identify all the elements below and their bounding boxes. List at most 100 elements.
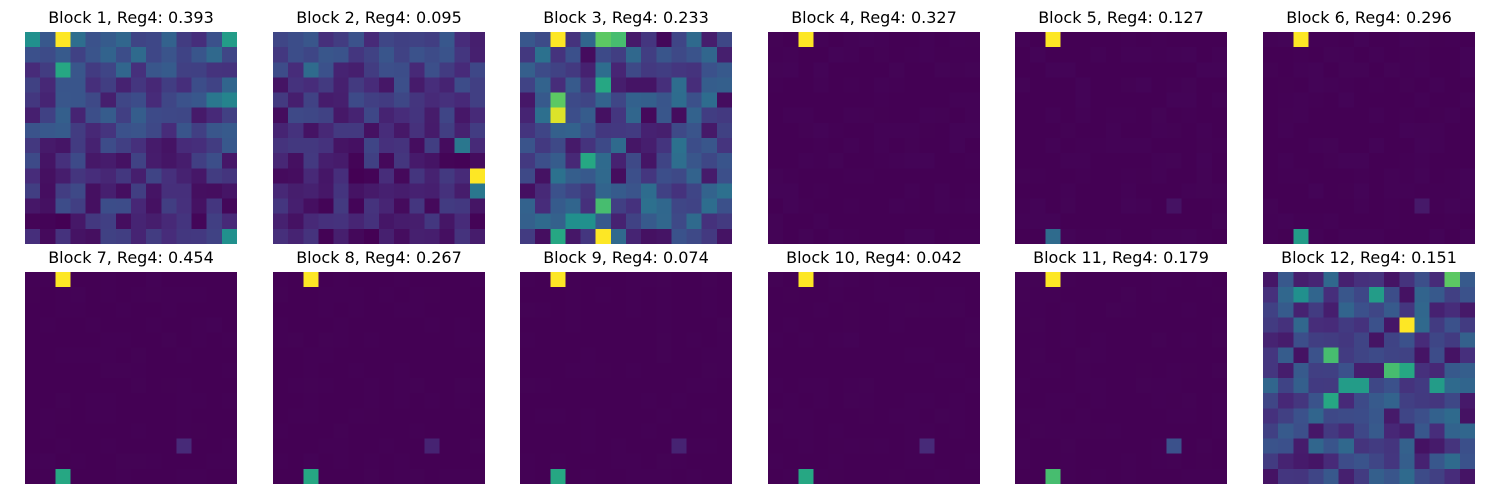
heatmap-cell	[671, 32, 687, 48]
heatmap-cell	[55, 122, 71, 139]
heatmap-cell	[70, 302, 86, 318]
heatmap-cell	[1293, 122, 1309, 139]
heatmap-cell	[1278, 408, 1294, 424]
heatmap-cell	[858, 393, 875, 409]
heatmap-cell	[610, 378, 627, 394]
heatmap-cell	[1323, 168, 1340, 184]
heatmap-cell	[1384, 408, 1400, 424]
heatmap-cell	[1105, 32, 1122, 48]
heatmap-cell	[949, 183, 966, 199]
heatmap-cell	[1060, 32, 1076, 48]
heatmap-cell	[1105, 198, 1122, 215]
heatmap-cell	[424, 423, 440, 439]
heatmap-cell	[131, 423, 147, 439]
heatmap-cell	[85, 378, 102, 394]
heatmap-cell	[843, 272, 860, 288]
heatmap-cell	[1323, 198, 1340, 215]
heatmap-cell	[828, 107, 845, 124]
heatmap-cell	[303, 453, 319, 470]
heatmap-cell	[161, 468, 177, 484]
heatmap-cell	[161, 332, 177, 349]
heatmap-cell	[1166, 272, 1182, 288]
heatmap-cell	[348, 228, 365, 244]
heatmap-cell	[768, 122, 784, 139]
heatmap-cell	[176, 378, 192, 394]
heatmap-cell	[1369, 213, 1385, 230]
heatmap-cell	[379, 332, 395, 349]
heatmap-cell	[1181, 378, 1198, 394]
heatmap-cell	[1196, 213, 1213, 230]
heatmap-cell	[904, 272, 920, 288]
heatmap-cell	[626, 77, 642, 93]
heatmap-cell	[610, 77, 627, 93]
heatmap-cell	[333, 122, 350, 139]
heatmap-cell	[221, 272, 237, 288]
heatmap-cell	[1060, 213, 1076, 230]
heatmap-cell	[641, 302, 657, 318]
heatmap-cell	[1429, 228, 1446, 244]
heatmap-cell	[131, 453, 147, 470]
heatmap-cell	[934, 408, 951, 424]
heatmap-cell	[40, 332, 56, 349]
heatmap-cell	[288, 393, 304, 409]
heatmap-cell	[701, 468, 718, 484]
heatmap-cell	[565, 122, 581, 139]
heatmap-cell	[1414, 32, 1430, 48]
heatmap-cell	[934, 213, 951, 230]
heatmap-cell	[176, 92, 192, 109]
heatmap-cell	[379, 168, 395, 184]
heatmap-cell	[783, 107, 799, 124]
heatmap-cell	[288, 198, 304, 215]
heatmap-cell	[1030, 272, 1046, 288]
heatmap-cell	[813, 183, 829, 199]
heatmap-cell	[288, 47, 304, 63]
heatmap-cell	[1399, 32, 1415, 48]
heatmap-cell	[783, 438, 799, 455]
heatmap-cell	[303, 378, 319, 394]
heatmap-cell	[1353, 453, 1370, 470]
heatmap-cell	[85, 138, 102, 154]
heatmap-cell	[1369, 138, 1385, 154]
heatmap-cell	[1444, 347, 1461, 364]
heatmap-cell	[1459, 423, 1475, 439]
heatmap-cell	[40, 347, 56, 364]
heatmap-cell	[1414, 347, 1430, 364]
heatmap-cell	[100, 153, 117, 169]
heatmap-cell	[1121, 228, 1137, 244]
heatmap-cell	[1414, 393, 1430, 409]
heatmap-cell	[1121, 92, 1137, 109]
heatmap-cell	[115, 317, 132, 333]
heatmap-cell	[610, 47, 627, 63]
heatmap-cell	[1278, 393, 1294, 409]
heatmap-cell	[1278, 213, 1294, 230]
heatmap-cell	[1278, 138, 1294, 154]
heatmap-cell	[55, 347, 71, 364]
heatmap-cell	[273, 47, 289, 63]
heatmap-cell	[1060, 393, 1076, 409]
heatmap-cell	[1429, 468, 1446, 484]
heatmap-cell	[934, 347, 951, 364]
heatmap-cell	[1211, 317, 1227, 333]
heatmap-cell	[161, 438, 177, 455]
heatmap-cell	[1308, 438, 1324, 455]
heatmap-cell	[1196, 107, 1213, 124]
heatmap-cell	[206, 92, 223, 109]
heatmap-cell	[1136, 92, 1152, 109]
heatmap-cell	[580, 302, 597, 318]
heatmap-cell	[85, 393, 102, 409]
heatmap-cell	[1136, 408, 1152, 424]
heatmap-cell	[686, 62, 703, 78]
heatmap-cell	[783, 32, 799, 48]
heatmap-cell	[115, 287, 132, 303]
heatmap-cell	[964, 62, 980, 78]
heatmap-cell	[318, 317, 334, 333]
heatmap-cell	[146, 107, 162, 124]
heatmap-cell	[1263, 213, 1279, 230]
heatmap-cell	[798, 453, 814, 470]
heatmap-cell	[1444, 287, 1461, 303]
heatmap-cell	[100, 453, 117, 470]
heatmap-cell	[1323, 378, 1340, 394]
heatmap-cell	[191, 347, 208, 364]
heatmap-cell	[469, 393, 485, 409]
heatmap-cell	[206, 438, 223, 455]
